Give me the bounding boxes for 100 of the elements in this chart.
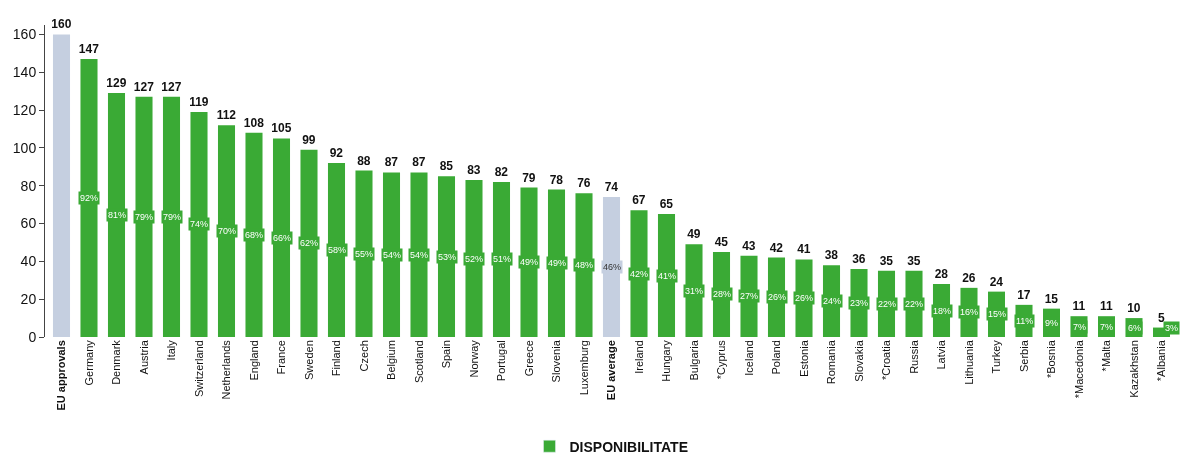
annotation: 3%	[1165, 323, 1179, 333]
x-tick-label: Italy	[165, 339, 178, 361]
annotation: 58%	[328, 245, 347, 255]
data-label: 49	[687, 227, 701, 242]
annotation: 28%	[713, 289, 732, 299]
data-label: 35	[907, 253, 921, 268]
x-tick-label: Russia	[907, 339, 920, 374]
x-tick-label: Switzerland	[192, 340, 205, 398]
annotation: 22%	[905, 299, 924, 309]
y-tick-label: 100	[12, 139, 37, 156]
y-tick-label: 80	[20, 177, 37, 194]
legend-label: DISPONIBILITATE	[569, 438, 688, 455]
bar	[355, 170, 373, 337]
bar	[602, 197, 621, 337]
y-tick-label: 20	[20, 291, 37, 308]
data-label: 79	[522, 170, 536, 185]
annotation: 53%	[438, 252, 457, 262]
data-label: 92	[329, 146, 344, 161]
y-tick-label: 120	[12, 101, 37, 118]
x-tick-label: Belgium	[385, 340, 398, 380]
bar	[575, 193, 593, 337]
x-tick-label: Hungary	[660, 339, 673, 382]
x-tick-label: Scotland	[412, 340, 425, 384]
data-label: 42	[769, 240, 784, 255]
x-tick-label: Netherlands	[220, 339, 233, 400]
annotation: 46%	[603, 262, 622, 272]
annotation: 49%	[520, 257, 539, 267]
x-tick-label: Austria	[137, 339, 150, 375]
data-label: 85	[439, 159, 454, 174]
data-label: 76	[577, 176, 591, 191]
data-label: 17	[1017, 287, 1031, 302]
bar	[272, 138, 291, 337]
data-label: 129	[106, 76, 127, 91]
annotation: 6%	[1128, 323, 1142, 333]
annotation: 79%	[163, 212, 182, 222]
data-label: 10	[1127, 301, 1141, 316]
y-tick-label: 0	[28, 328, 37, 345]
x-tick-label: Denmark	[110, 339, 123, 385]
data-label: 11	[1072, 299, 1086, 314]
bar	[465, 180, 483, 337]
data-label: 45	[714, 234, 729, 249]
data-label: 88	[357, 153, 371, 168]
bar	[520, 187, 538, 337]
x-tick-label: France	[275, 340, 288, 375]
bar	[382, 172, 401, 337]
y-tick-label: 140	[12, 64, 37, 81]
data-label: 43	[742, 238, 756, 253]
data-label: 65	[659, 197, 674, 212]
data-label: 36	[852, 251, 866, 266]
y-tick-label: 60	[20, 215, 37, 232]
annotation: 41%	[658, 271, 677, 281]
bar	[547, 189, 566, 337]
data-label: 41	[797, 242, 811, 257]
annotation: 51%	[493, 254, 512, 264]
x-tick-label: Poland	[770, 340, 783, 375]
x-tick-label: *Malta	[1100, 339, 1113, 372]
bar	[217, 125, 236, 337]
data-label: 15	[1044, 291, 1059, 306]
annotation: 70%	[218, 226, 237, 236]
x-tick-label: Czech	[357, 340, 370, 372]
data-label: 127	[161, 79, 182, 94]
data-label: 82	[494, 164, 509, 179]
x-tick-label: Romania	[825, 339, 838, 385]
annotation: 27%	[740, 291, 759, 301]
data-label: 67	[632, 193, 646, 208]
annotation: 15%	[988, 309, 1007, 319]
bar	[245, 132, 263, 337]
annotation: 18%	[933, 306, 952, 316]
data-label: 87	[412, 155, 426, 170]
bar	[80, 59, 98, 337]
x-tick-label: Ireland	[632, 340, 645, 374]
bar	[492, 181, 511, 337]
bar	[685, 244, 703, 337]
x-tick-label: Kazakhstan	[1127, 340, 1140, 398]
x-tick-label: Bulgaria	[687, 339, 700, 381]
data-label: 160	[51, 17, 72, 32]
annotation: 11%	[1016, 316, 1034, 326]
x-tick-label: Estonia	[797, 339, 810, 377]
data-label: 11	[1099, 299, 1113, 314]
data-label: 38	[824, 248, 839, 263]
annotation: 7%	[1073, 322, 1087, 332]
annotation: 55%	[355, 249, 374, 259]
data-label: 147	[78, 42, 100, 57]
x-tick-label: Iceland	[742, 340, 755, 376]
x-tick-label: *Cyprus	[715, 339, 728, 380]
annotation: 92%	[80, 193, 99, 203]
bar	[162, 96, 181, 337]
x-tick-label: Luxemburg	[577, 340, 590, 396]
data-label: 108	[243, 115, 265, 130]
bar	[437, 176, 456, 337]
annotation: 81%	[108, 210, 127, 220]
annotation: 66%	[273, 233, 292, 243]
annotation: 16%	[960, 307, 979, 317]
x-tick-label: *Macedonia	[1072, 339, 1085, 399]
x-tick-label: Latvia	[935, 339, 948, 370]
data-label: 35	[879, 253, 894, 268]
data-label: 24	[989, 274, 1004, 289]
annotation: 9%	[1045, 318, 1059, 328]
data-label: 78	[549, 172, 564, 187]
data-label: 5	[1157, 310, 1165, 325]
